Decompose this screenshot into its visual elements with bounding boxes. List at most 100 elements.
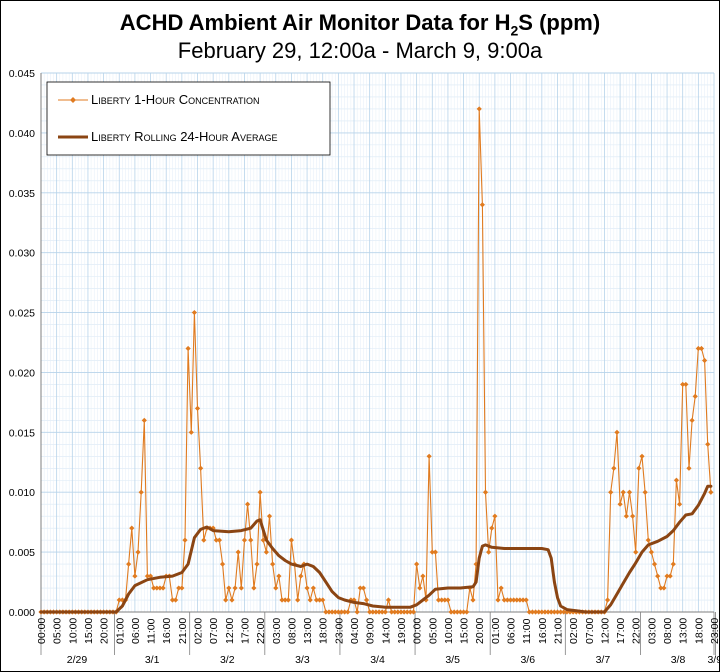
x-tick-label: 18:00 [693, 618, 705, 644]
hourly-point [689, 418, 694, 423]
x-tick-label: 00:00 [412, 618, 424, 644]
hourly-point [639, 454, 644, 459]
hourly-point [242, 538, 247, 543]
hourly-point [182, 538, 187, 543]
date-label: 3/1 [145, 654, 160, 666]
hourly-point [427, 454, 432, 459]
hourly-point [258, 490, 263, 495]
hourly-point [686, 466, 691, 471]
hourly-point [139, 490, 144, 495]
x-tick-label: 17:00 [615, 618, 627, 644]
y-tick-label: 0.005 [9, 547, 35, 559]
x-tick-label: 17:00 [239, 618, 251, 644]
hourly-point [621, 490, 626, 495]
date-label: 3/3 [295, 654, 310, 666]
x-tick-label: 10:00 [443, 618, 455, 644]
x-tick-label: 01:00 [490, 618, 502, 644]
hourly-point [492, 514, 497, 519]
y-tick-labels: 0.0000.0050.0100.0150.0200.0250.0300.035… [9, 68, 35, 619]
hourly-point [286, 597, 291, 602]
y-tick-label: 0.025 [9, 308, 35, 320]
x-tick-label: 10:00 [67, 618, 79, 644]
x-tick-label: 21:00 [552, 618, 564, 644]
y-tick-label: 0.015 [9, 427, 35, 439]
hourly-point [226, 585, 231, 590]
hourly-point [414, 561, 419, 566]
hourly-point [693, 394, 698, 399]
x-tick-label: 13:00 [678, 618, 690, 644]
hourly-point [132, 573, 137, 578]
date-label: 3/4 [370, 654, 385, 666]
date-label: 3/6 [520, 654, 535, 666]
hourly-point [433, 550, 438, 555]
x-tick-label: 03:00 [646, 618, 658, 644]
hourly-point [254, 561, 259, 566]
x-tick-label: 05:00 [427, 618, 439, 644]
hourly-point [630, 514, 635, 519]
hourly-point [198, 466, 203, 471]
x-tick-labels: 00:00 05:00 10:00 15:00 20:00 01:00 06:00 11:00… [36, 618, 720, 644]
x-tick-label: 22:00 [631, 618, 643, 644]
hourly-point [677, 502, 682, 507]
hourly-point [524, 597, 529, 602]
hourly-point [160, 585, 165, 590]
hourly-point [624, 514, 629, 519]
date-label: 3/9 [707, 654, 720, 666]
h2s-chart: 0.0000.0050.0100.0150.0200.0250.0300.035… [0, 0, 720, 672]
hourly-point [311, 585, 316, 590]
x-tick-label: 02:00 [193, 618, 205, 644]
legend-average-label: Liberty Rolling 24-Hour Average [91, 129, 277, 144]
date-label: 3/5 [445, 654, 460, 666]
hourly-point [486, 550, 491, 555]
hourly-point [298, 573, 303, 578]
hourly-point [229, 597, 234, 602]
x-tick-label: 12:00 [224, 618, 236, 644]
hourly-point [273, 585, 278, 590]
x-tick-label: 04:00 [349, 618, 361, 644]
hourly-point [245, 502, 250, 507]
hourly-point [627, 490, 632, 495]
hourly-point [464, 609, 469, 614]
x-tick-label: 07:00 [208, 618, 220, 644]
hourly-point [308, 597, 313, 602]
x-tick-label: 06:00 [130, 618, 142, 644]
date-label: 2/29 [67, 654, 88, 666]
y-tick-label: 0.020 [9, 367, 35, 379]
x-tick-label: 22:00 [255, 618, 267, 644]
date-label: 3/2 [220, 654, 235, 666]
hourly-point [186, 346, 191, 351]
x-tick-label: 23:00 [709, 618, 720, 644]
x-tick-label: 20:00 [99, 618, 111, 644]
hourly-point [445, 597, 450, 602]
hourly-point [270, 561, 275, 566]
hourly-point [232, 585, 237, 590]
hourly-point [699, 346, 704, 351]
hourly-point [643, 490, 648, 495]
hourly-point [364, 597, 369, 602]
x-tick-label: 07:00 [584, 618, 596, 644]
x-tick-label: 23:00 [333, 618, 345, 644]
hourly-point [495, 597, 500, 602]
hourly-point [668, 573, 673, 578]
hourly-point [636, 466, 641, 471]
hourly-point [173, 597, 178, 602]
y-tick-label: 0.030 [9, 248, 35, 260]
date-labels: 2/29 3/1 3/2 3/3 3/4 3/5 3/6 3/7 3/8 3/9 [67, 654, 720, 666]
hourly-point [223, 597, 228, 602]
hourly-point [251, 585, 256, 590]
x-tick-label: 12:00 [599, 618, 611, 644]
hourly-point [129, 526, 134, 531]
hourly-point [217, 538, 222, 543]
hourly-point [361, 585, 366, 590]
x-tick-label: 08:00 [286, 618, 298, 644]
hourly-point [135, 550, 140, 555]
x-tick-label: 16:00 [161, 618, 173, 644]
x-tick-label: 15:00 [459, 618, 471, 644]
hourly-point [383, 609, 388, 614]
hourly-point [705, 442, 710, 447]
hourly-point [611, 466, 616, 471]
hourly-point [608, 490, 613, 495]
hourly-point [633, 550, 638, 555]
x-tick-label: 20:00 [474, 618, 486, 644]
x-tick-label: 19:00 [396, 618, 408, 644]
